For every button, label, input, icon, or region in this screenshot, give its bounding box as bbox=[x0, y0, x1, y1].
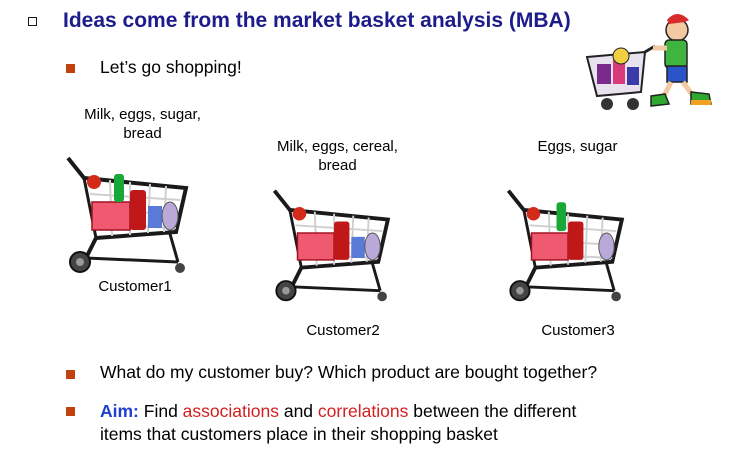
customer1-items: Milk, eggs, sugar, bread bbox=[84, 106, 201, 142]
intro-bullet-icon bbox=[66, 64, 75, 73]
title-bullet-icon bbox=[28, 17, 37, 26]
associations-term: associations bbox=[182, 401, 279, 421]
customer3-items: Eggs, sugar bbox=[537, 138, 618, 155]
aim-bullet-icon bbox=[66, 407, 75, 416]
correlations-term: correlations bbox=[317, 401, 409, 421]
question-bullet-icon bbox=[66, 370, 75, 379]
customer2-items: Milk, eggs, cereal, bread bbox=[277, 138, 398, 174]
intro-text: Let’s go shopping! bbox=[100, 57, 242, 77]
aim-line2: items that customers place in their shop… bbox=[100, 424, 498, 444]
shopping-cart-icon bbox=[506, 189, 625, 302]
customer1-label: Customer1 bbox=[98, 278, 172, 295]
slide-title: Ideas come from the market basket analys… bbox=[63, 9, 571, 32]
shopper-with-cart-icon bbox=[585, 14, 712, 110]
aim-part2: and bbox=[278, 401, 318, 421]
customer2-label: Customer2 bbox=[306, 322, 380, 339]
question-text: What do my customer buy? Which product a… bbox=[100, 362, 598, 382]
aim-text: Aim: Find associations and correlations … bbox=[100, 400, 576, 446]
shopping-cart-icon bbox=[66, 156, 189, 273]
customer3-label: Customer3 bbox=[541, 322, 615, 339]
aim-part3: between the different bbox=[408, 401, 577, 421]
shopping-cart-icon bbox=[272, 189, 391, 302]
aim-label: Aim: bbox=[100, 401, 139, 421]
aim-part1: Find bbox=[138, 401, 183, 421]
